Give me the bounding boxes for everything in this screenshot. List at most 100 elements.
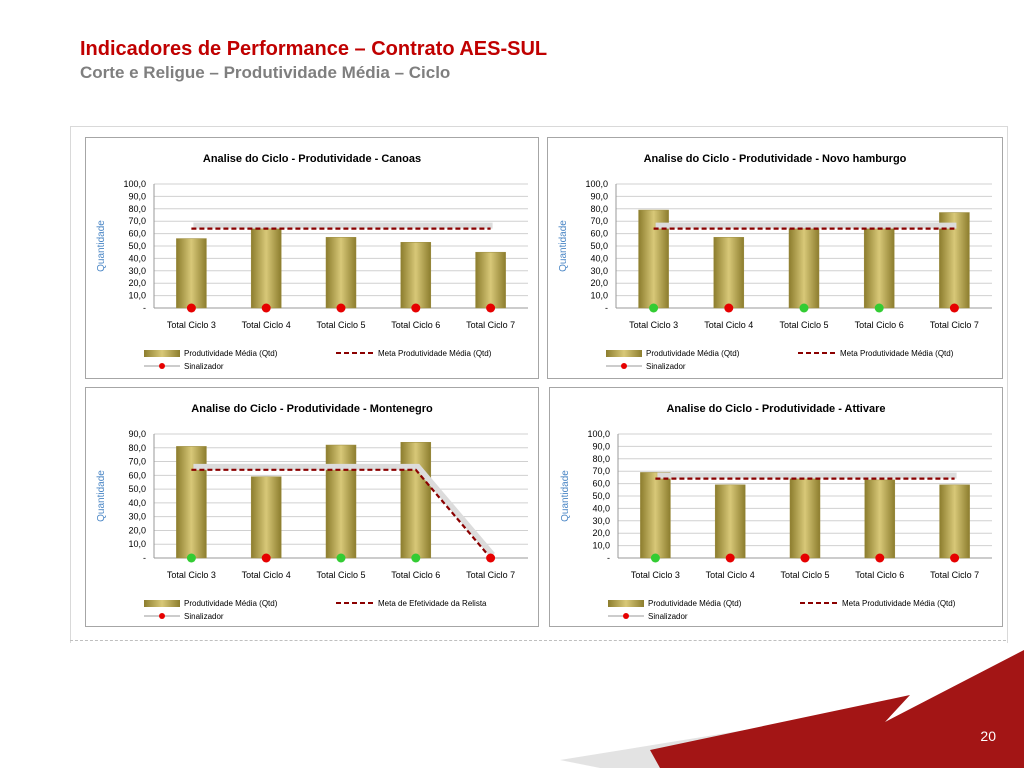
signal-marker [186,553,196,563]
x-tick-label: Total Ciclo 4 [704,320,753,330]
y-axis-label: Quantidade [96,220,107,272]
signal-marker [261,553,271,563]
x-tick-label: Total Ciclo 4 [242,320,291,330]
x-tick-label: Total Ciclo 7 [930,320,979,330]
legend-label-signal: Sinalizador [648,612,688,621]
y-tick-label: 50,0 [128,484,146,494]
legend-label-meta: Meta Produtividade Média (Qtd) [842,599,956,608]
y-tick-label: 50,0 [128,241,146,251]
signal-marker [650,553,660,563]
bar [864,479,896,559]
page-title: Indicadores de Performance – Contrato AE… [80,38,548,60]
chart-area-border [70,640,1006,643]
signal-marker [874,303,884,313]
chart-title: Analise do Ciclo - Produtividade - Novo … [644,153,907,165]
x-tick-label: Total Ciclo 3 [167,320,216,330]
bar [176,238,207,309]
x-tick-label: Total Ciclo 6 [391,570,440,580]
legend-signal-swatch [623,613,629,619]
x-tick-label: Total Ciclo 5 [779,320,828,330]
y-tick-label: 30,0 [128,266,146,276]
x-tick-label: Total Ciclo 6 [855,320,904,330]
y-tick-label: 20,0 [128,278,146,288]
y-tick-label: - [605,303,608,313]
y-tick-label: - [143,303,146,313]
x-tick-label: Total Ciclo 5 [780,570,829,580]
legend-bar-swatch [608,600,644,607]
meta-line-shadow [193,463,495,557]
y-tick-label: 90,0 [592,441,610,451]
signal-marker [486,303,496,313]
chart-svg: Analise do Ciclo - Produtividade - Attiv… [560,403,992,621]
y-tick-label: 80,0 [128,204,146,214]
signal-marker [336,303,346,313]
signal-marker [261,303,271,313]
y-tick-label: 40,0 [590,253,608,263]
y-tick-label: 70,0 [590,216,608,226]
legend-label-bar: Produtividade Média (Qtd) [184,599,278,608]
y-tick-label: 70,0 [128,457,146,467]
y-tick-label: 20,0 [590,278,608,288]
signal-marker [875,553,885,563]
bar [714,484,746,559]
signal-marker [411,553,421,563]
y-tick-label: - [607,553,610,563]
bar [475,251,506,309]
signal-marker [800,553,810,563]
y-tick-label: 80,0 [592,454,610,464]
y-tick-label: 90,0 [128,191,146,201]
x-tick-label: Total Ciclo 7 [930,570,979,580]
bar [713,237,745,309]
y-tick-label: 10,0 [128,291,146,301]
y-tick-label: 30,0 [590,266,608,276]
signal-marker [724,303,734,313]
y-tick-label: 40,0 [128,253,146,263]
signal-marker [949,303,959,313]
y-axis-label: Quantidade [558,220,569,272]
bar [788,228,820,309]
bar [640,472,671,559]
x-tick-label: Total Ciclo 3 [631,570,680,580]
legend-bar-swatch [144,600,180,607]
legend-signal-swatch [159,613,165,619]
y-tick-label: - [143,553,146,563]
legend-label-bar: Produtividade Média (Qtd) [646,349,740,358]
signal-marker [799,303,809,313]
y-tick-label: 60,0 [590,229,608,239]
x-tick-label: Total Ciclo 4 [242,570,291,580]
x-tick-label: Total Ciclo 5 [316,320,365,330]
legend-label-signal: Sinalizador [184,362,224,371]
y-tick-label: 90,0 [128,429,146,439]
bar [939,484,970,559]
page-number: 20 [980,728,996,744]
y-tick-label: 70,0 [592,466,610,476]
x-tick-label: Total Ciclo 5 [316,570,365,580]
y-tick-label: 60,0 [128,229,146,239]
chart-panel-montenegro: Analise do Ciclo - Produtividade - Monte… [85,387,539,627]
chart-svg: Analise do Ciclo - Produtividade - Novo … [558,153,992,371]
y-tick-label: 50,0 [592,491,610,501]
bar [400,442,432,559]
x-tick-label: Total Ciclo 6 [855,570,904,580]
bar [789,477,821,559]
y-tick-label: 10,0 [590,291,608,301]
legend-label-meta: Meta Produtividade Média (Qtd) [378,349,492,358]
legend-label-bar: Produtividade Média (Qtd) [184,349,278,358]
x-tick-label: Total Ciclo 3 [167,570,216,580]
chart-panel-canoas: Analise do Ciclo - Produtividade - Canoa… [85,137,539,379]
y-tick-label: 60,0 [128,470,146,480]
chart-title: Analise do Ciclo - Produtividade - Attiv… [666,403,885,415]
signal-marker [725,553,735,563]
chart-svg: Analise do Ciclo - Produtividade - Monte… [96,403,528,621]
bar [250,228,282,309]
signal-marker [186,303,196,313]
y-tick-label: 70,0 [128,216,146,226]
legend-signal-swatch [159,363,165,369]
footer-red-swoosh [650,650,1024,768]
y-tick-label: 100,0 [585,179,608,189]
y-tick-label: 90,0 [590,191,608,201]
page-subtitle: Corte e Religue – Produtividade Média – … [80,63,451,82]
legend-label-meta: Meta de Efetividade da Relista [378,599,487,608]
bar [325,237,357,309]
footer-decoration [560,650,1024,768]
